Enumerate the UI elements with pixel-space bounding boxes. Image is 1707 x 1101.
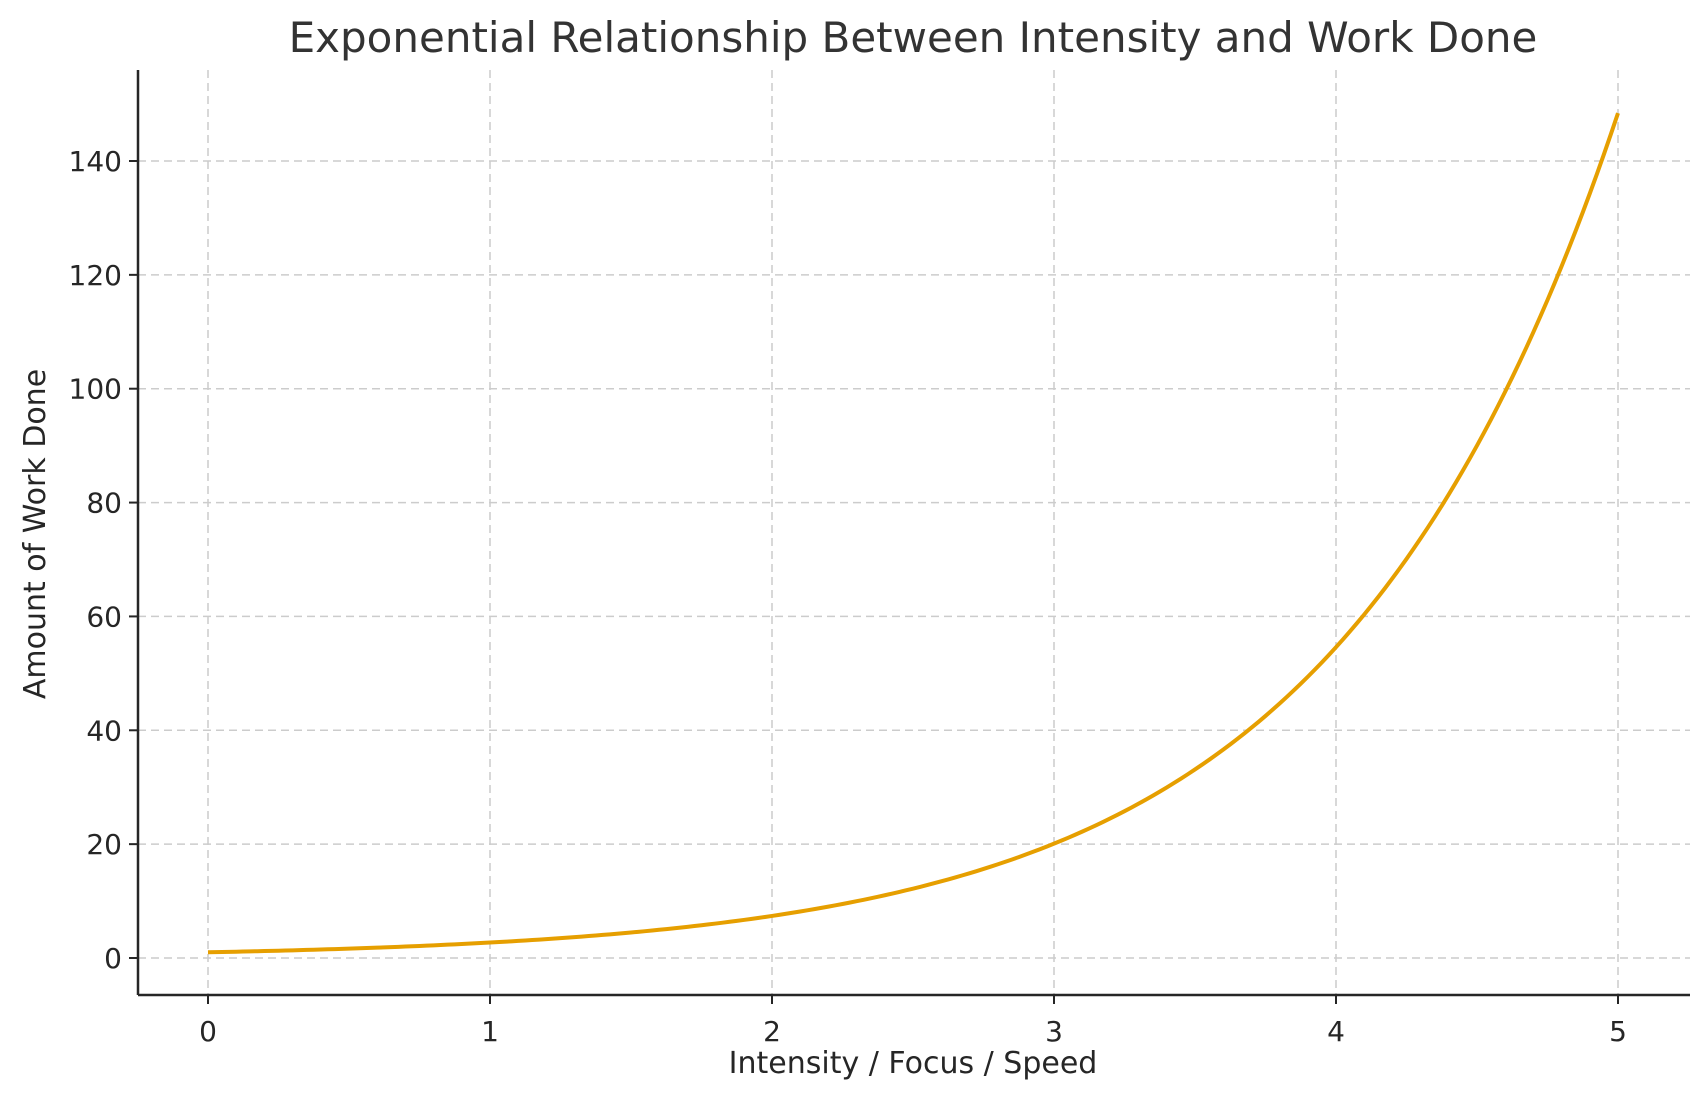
x-tick-label: 1 [481,1015,499,1048]
y-tick-label: 60 [86,600,122,633]
y-tick-label: 100 [69,373,122,406]
grid-lines [138,70,1690,995]
x-axis-label: Intensity / Focus / Speed [729,1046,1098,1081]
y-tick-label: 80 [86,487,122,520]
y-tick-label: 120 [69,259,122,292]
y-axis-ticks: 0 20 40 60 80 100 120 140 [69,145,138,975]
axes [136,70,1690,997]
x-tick-label: 3 [1045,1015,1063,1048]
x-tick-label: 0 [199,1015,217,1048]
y-tick-label: 40 [86,714,122,747]
y-tick-label: 140 [69,145,122,178]
y-tick-label: 0 [104,942,122,975]
data-line [207,112,1620,955]
y-tick-label: 20 [86,828,122,861]
x-tick-label: 5 [1609,1015,1627,1048]
chart-title: Exponential Relationship Between Intensi… [289,13,1538,62]
x-tick-label: 4 [1327,1015,1345,1048]
x-tick-label: 2 [763,1015,781,1048]
y-axis-label: Amount of Work Done [18,369,53,699]
x-axis-ticks: 0 1 2 3 4 5 [199,995,1627,1048]
